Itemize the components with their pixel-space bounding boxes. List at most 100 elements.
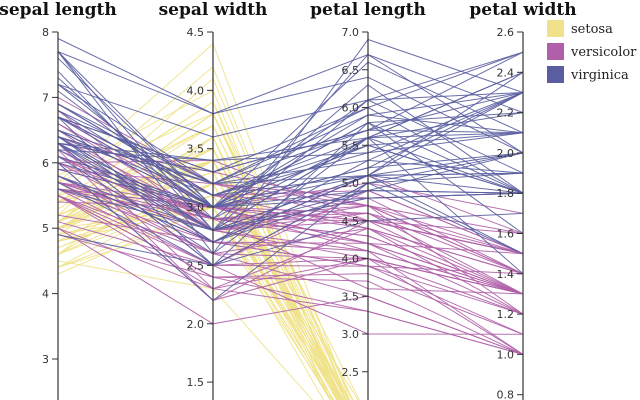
tick-label-sepal_width: 2.5 bbox=[187, 259, 205, 272]
polyline-setosa-13 bbox=[57, 206, 325, 400]
polyline-virginica-43 bbox=[57, 92, 524, 185]
tick-label-sepal_width: 4.0 bbox=[187, 84, 205, 97]
polyline-virginica-42 bbox=[57, 172, 524, 243]
polyline-virginica-10 bbox=[57, 129, 524, 185]
tick-label-petal_length: 6.0 bbox=[342, 102, 360, 115]
tick-label-petal_width: 1.8 bbox=[497, 187, 515, 200]
polyline-versicolor-31 bbox=[57, 195, 524, 355]
polyline-virginica-21 bbox=[57, 152, 524, 231]
legend-swatch-versicolor bbox=[547, 43, 564, 60]
tick-label-sepal_width: 1.5 bbox=[187, 376, 205, 389]
tick-label-petal_width: 1.0 bbox=[497, 348, 515, 361]
polyline-versicolor-47 bbox=[57, 149, 524, 295]
legend-label-versicolor: versicolor bbox=[570, 45, 637, 60]
polyline-virginica-31 bbox=[57, 38, 524, 154]
tick-label-sepal_width: 4.5 bbox=[187, 26, 205, 39]
tick-label-petal_length: 6.5 bbox=[342, 64, 360, 77]
polyline-versicolor-45 bbox=[57, 181, 524, 315]
polyline-virginica-15 bbox=[57, 92, 524, 185]
polyline-virginica-19 bbox=[57, 162, 524, 302]
axis-petal_length: petal length 2.5 3.0 3.5 4.0 4.5 5.0 5.5 6.0 6.5 7… bbox=[310, 0, 426, 400]
legend: setosa versicolor virginica bbox=[547, 20, 637, 83]
tick-label-sepal_length: 3 bbox=[42, 353, 49, 366]
polyline-virginica-8 bbox=[57, 116, 524, 267]
tick-label-petal_length: 2.5 bbox=[342, 366, 360, 379]
tick-label-petal_width: 0.8 bbox=[497, 389, 515, 400]
tick-label-petal_width: 2.6 bbox=[497, 26, 515, 39]
legend-item-versicolor: versicolor bbox=[547, 43, 637, 60]
polyline-virginica-25 bbox=[57, 83, 524, 194]
polyline-virginica-0 bbox=[57, 51, 524, 173]
polyline-virginica-11 bbox=[57, 136, 524, 243]
polyline-virginica-40 bbox=[57, 71, 524, 196]
tick-label-petal_width: 2.2 bbox=[497, 107, 515, 120]
polyline-virginica-46 bbox=[57, 142, 524, 266]
polyline-setosa-48 bbox=[57, 124, 346, 400]
axis-title-sepal_length: sepal length bbox=[0, 0, 117, 20]
polyline-virginica-32 bbox=[57, 112, 524, 231]
polyline-setosa-15 bbox=[57, 42, 351, 400]
tick-label-petal_width: 1.4 bbox=[497, 268, 515, 281]
tick-label-petal_length: 5.5 bbox=[342, 139, 360, 152]
tick-label-sepal_length: 4 bbox=[42, 288, 49, 301]
polyline-setosa-41 bbox=[57, 260, 313, 400]
tick-label-petal_width: 1.2 bbox=[497, 308, 515, 321]
axis-title-petal_width: petal width bbox=[469, 0, 576, 20]
polyline-virginica-6 bbox=[57, 212, 524, 266]
axis-sepal_length: sepal length 3 4 5 6 7 8 bbox=[0, 0, 117, 400]
tick-label-sepal_width: 3.5 bbox=[187, 143, 205, 156]
tick-label-petal_length: 3.0 bbox=[342, 328, 360, 341]
polyline-virginica-37 bbox=[57, 136, 524, 196]
polyline-setosa-46 bbox=[57, 112, 350, 400]
polyline-versicolor-49 bbox=[57, 181, 524, 295]
tick-label-sepal_length: 6 bbox=[42, 157, 49, 170]
polyline-virginica-27 bbox=[57, 155, 524, 208]
tick-label-petal_width: 2.0 bbox=[497, 147, 515, 160]
polyline-setosa-23 bbox=[57, 171, 350, 400]
polyline-virginica-49 bbox=[57, 168, 524, 208]
polyline-versicolor-42 bbox=[57, 175, 524, 315]
polyline-virginica-41 bbox=[57, 92, 524, 196]
series-virginica bbox=[57, 38, 524, 302]
tick-label-sepal_width: 2.0 bbox=[187, 318, 205, 331]
polyline-virginica-3 bbox=[57, 137, 524, 220]
polyline-setosa-47 bbox=[57, 183, 338, 400]
axis-title-sepal_width: sepal width bbox=[159, 0, 268, 20]
legend-label-setosa: setosa bbox=[571, 22, 613, 37]
polyline-virginica-30 bbox=[57, 70, 524, 232]
tick-label-petal_length: 7.0 bbox=[342, 26, 360, 39]
tick-label-petal_width: 1.6 bbox=[497, 228, 515, 241]
tick-label-petal_length: 5.0 bbox=[342, 177, 360, 190]
legend-label-virginica: virginica bbox=[570, 68, 629, 83]
polyline-versicolor-48 bbox=[57, 221, 524, 335]
polyline-virginica-17 bbox=[57, 51, 524, 115]
polyline-virginica-9 bbox=[57, 51, 524, 138]
tick-label-sepal_length: 7 bbox=[42, 91, 49, 104]
tick-label-sepal_width: 3.0 bbox=[187, 201, 205, 214]
axes-layer: sepal length 3 4 5 6 7 8 sepal width 1.5 2.0 2.5 3.… bbox=[0, 0, 577, 400]
polyline-virginica-48 bbox=[57, 92, 524, 161]
polyline-setosa-37 bbox=[57, 136, 342, 400]
polyline-virginica-47 bbox=[57, 129, 524, 208]
polyline-versicolor-25 bbox=[57, 123, 524, 275]
axis-petal_width: petal width 0.8 1.0 1.2 1.4 1.6 1.8 2.0 2.2 2.4 2.… bbox=[469, 0, 577, 400]
legend-swatch-virginica bbox=[547, 66, 564, 83]
polyline-virginica-34 bbox=[57, 137, 524, 275]
tick-label-petal_length: 4.5 bbox=[342, 215, 360, 228]
polyline-versicolor-4 bbox=[57, 129, 524, 255]
polyline-virginica-5 bbox=[57, 57, 524, 208]
tick-label-sepal_length: 5 bbox=[42, 222, 49, 235]
polyline-versicolor-19 bbox=[57, 188, 524, 335]
polyline-setosa-38 bbox=[57, 206, 331, 400]
legend-item-virginica: virginica bbox=[547, 66, 629, 83]
axis-sepal_width: sepal width 1.5 2.0 2.5 3.0 3.5 4.0 4.5 bbox=[159, 0, 268, 400]
legend-item-setosa: setosa bbox=[547, 20, 613, 37]
tick-label-petal_length: 4.0 bbox=[342, 253, 360, 266]
tick-label-petal_length: 3.5 bbox=[342, 290, 360, 303]
polyline-versicolor-46 bbox=[57, 181, 524, 295]
polyline-virginica-18 bbox=[57, 38, 524, 255]
legend-swatch-setosa bbox=[547, 20, 564, 37]
tick-label-sepal_length: 8 bbox=[42, 26, 49, 39]
axis-title-petal_length: petal length bbox=[310, 0, 426, 20]
